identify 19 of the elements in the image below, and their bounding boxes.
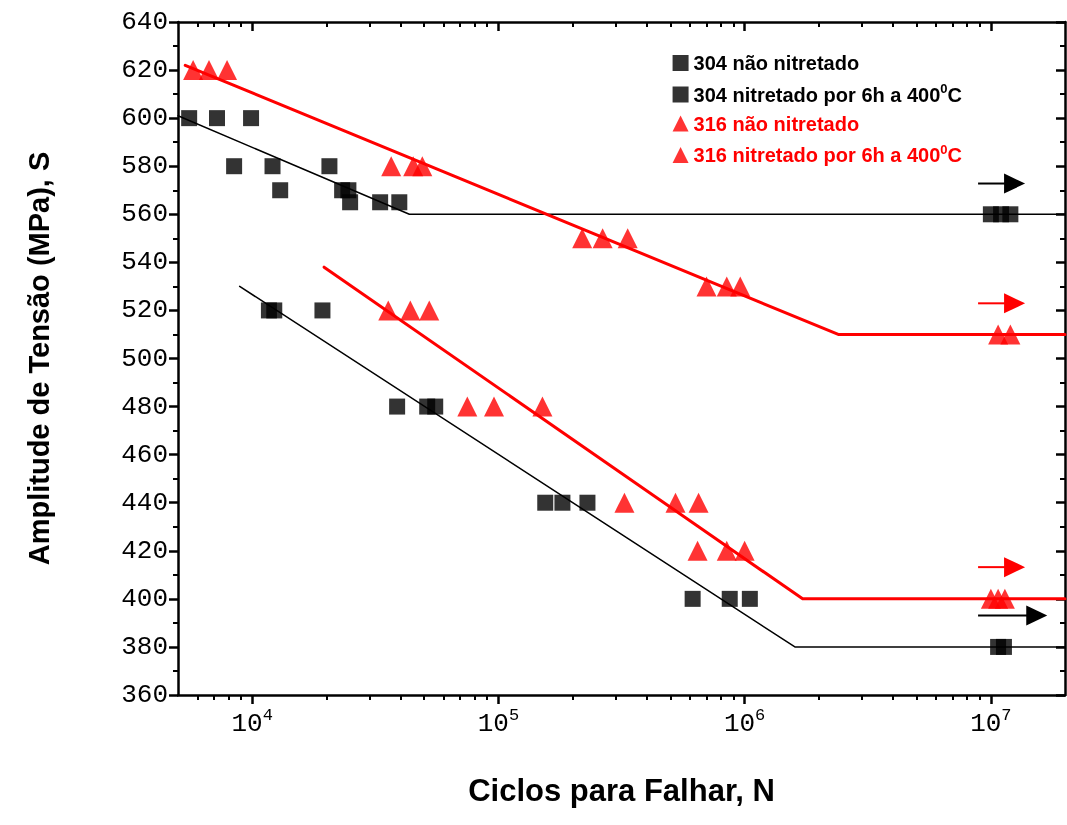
y-tick-label: 500 (121, 343, 168, 374)
y-tick-label: 600 (121, 103, 168, 134)
y-tick-label: 440 (121, 487, 168, 518)
y-tick-label: 380 (121, 631, 168, 662)
y-tick-label: 620 (121, 55, 168, 86)
x-axis-title: Ciclos para Falhar, N (468, 773, 775, 808)
legend-label: 316 não nitretado (693, 112, 860, 135)
y-tick-label: 360 (121, 680, 168, 710)
y-tick-label: 520 (121, 295, 168, 326)
y-tick-label: 480 (121, 391, 168, 422)
y-tick-label: 540 (121, 247, 168, 278)
y-tick-label: 640 (121, 7, 168, 37)
y-tick-label: 400 (121, 583, 168, 614)
y-tick-label: 460 (121, 439, 168, 470)
y-tick-label: 420 (121, 535, 168, 566)
y-axis-title: Amplitude de Tensão (MPa), S (22, 151, 55, 566)
legend-label: 304 não nitretado (693, 52, 860, 74)
y-tick-label: 560 (121, 199, 168, 230)
y-tick-label: 580 (121, 151, 168, 182)
